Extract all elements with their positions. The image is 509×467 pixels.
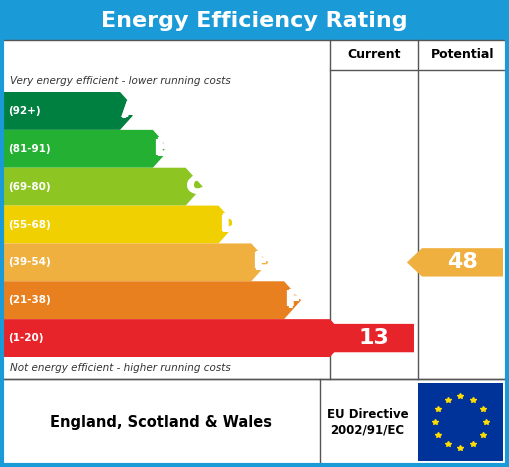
Text: EU Directive: EU Directive [327, 408, 408, 420]
Text: B: B [155, 139, 171, 159]
Text: England, Scotland & Wales: England, Scotland & Wales [50, 415, 272, 430]
Text: 2002/91/EC: 2002/91/EC [330, 424, 405, 437]
Polygon shape [2, 168, 203, 205]
Text: (81-91): (81-91) [8, 144, 50, 154]
Text: D: D [222, 214, 239, 234]
Text: Potential: Potential [431, 49, 494, 62]
Text: Not energy efficient - higher running costs: Not energy efficient - higher running co… [10, 363, 231, 373]
Polygon shape [319, 324, 414, 352]
Polygon shape [2, 319, 347, 357]
Text: G: G [332, 330, 349, 350]
Text: Current: Current [347, 49, 401, 62]
Text: 13: 13 [358, 328, 389, 348]
Text: D: D [220, 214, 238, 234]
Text: (1-20): (1-20) [8, 333, 43, 343]
Text: E: E [255, 252, 269, 272]
Text: A: A [122, 101, 138, 121]
Text: A: A [122, 102, 138, 122]
Polygon shape [407, 248, 503, 276]
Text: C: C [188, 175, 203, 195]
Text: E: E [252, 252, 266, 272]
Text: E: E [253, 251, 268, 271]
Bar [2, 2, 507, 40]
Text: C: C [188, 178, 203, 198]
Text: (69-80): (69-80) [8, 182, 50, 191]
Text: F: F [288, 290, 302, 310]
Text: D: D [220, 216, 238, 236]
Text: Very energy efficient - lower running costs: Very energy efficient - lower running co… [10, 76, 231, 86]
Text: B: B [153, 139, 169, 159]
Polygon shape [2, 92, 137, 130]
Text: F: F [286, 290, 300, 310]
Text: C: C [188, 177, 203, 197]
Text: G: G [333, 328, 351, 348]
Text: Energy Efficiency Rating: Energy Efficiency Rating [101, 11, 408, 31]
Text: A: A [124, 101, 139, 121]
Text: F: F [286, 289, 300, 309]
Text: F: F [286, 292, 300, 311]
Text: G: G [330, 328, 348, 348]
Text: (55-68): (55-68) [8, 219, 51, 229]
Text: E: E [253, 254, 268, 274]
Text: (39-54): (39-54) [8, 257, 51, 267]
Text: D: D [220, 213, 238, 233]
Polygon shape [2, 205, 236, 243]
Text: 48: 48 [447, 252, 478, 272]
Polygon shape [2, 281, 301, 319]
Text: A: A [121, 101, 137, 121]
Text: G: G [332, 326, 349, 347]
Polygon shape [2, 130, 170, 168]
Text: G: G [332, 328, 349, 348]
Text: B: B [155, 140, 171, 160]
Text: C: C [189, 177, 205, 197]
Text: D: D [219, 214, 236, 234]
Text: E: E [253, 252, 268, 272]
Text: F: F [285, 290, 299, 310]
Polygon shape [2, 243, 268, 281]
Text: B: B [156, 139, 172, 159]
Bar [418, 383, 503, 461]
Text: C: C [186, 177, 202, 197]
Text: A: A [122, 99, 138, 120]
Text: (92+): (92+) [8, 106, 41, 116]
Text: B: B [155, 137, 171, 157]
Text: (21-38): (21-38) [8, 295, 51, 305]
